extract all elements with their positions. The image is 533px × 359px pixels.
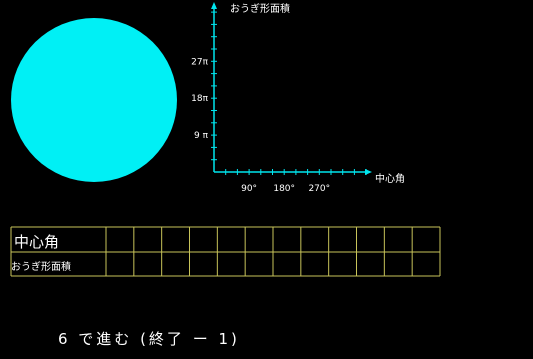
y-tick-label-27: 27π bbox=[191, 57, 208, 67]
table-row-label-sector-area: おうぎ形面積 bbox=[11, 260, 71, 273]
x-tick-label-270: 270° bbox=[308, 184, 330, 194]
table-grid-lines bbox=[10, 226, 441, 277]
x-tick-label-90: 90° bbox=[241, 184, 257, 194]
y-tick-label-18: 18π bbox=[191, 94, 208, 104]
y-axis-title: おうぎ形面積 bbox=[230, 2, 290, 15]
y-axis-minor-ticks bbox=[211, 11, 217, 161]
x-tick-label-180: 180° bbox=[273, 184, 295, 194]
table-row-label-central-angle: 中心角 bbox=[14, 233, 59, 251]
command-prompt[interactable]: 6 で進む (終了 ー 1) bbox=[58, 330, 240, 348]
y-axis-arrow-icon bbox=[211, 2, 217, 9]
x-axis-minor-ticks bbox=[225, 169, 367, 175]
sector-circle bbox=[11, 18, 177, 182]
value-table: 中心角 おうぎ形面積 bbox=[10, 226, 441, 277]
x-axis-arrow-icon bbox=[365, 169, 372, 175]
y-tick-label-9: 9 π bbox=[194, 131, 209, 141]
graph-axes bbox=[211, 2, 372, 175]
x-axis-title: 中心角 bbox=[375, 172, 405, 185]
